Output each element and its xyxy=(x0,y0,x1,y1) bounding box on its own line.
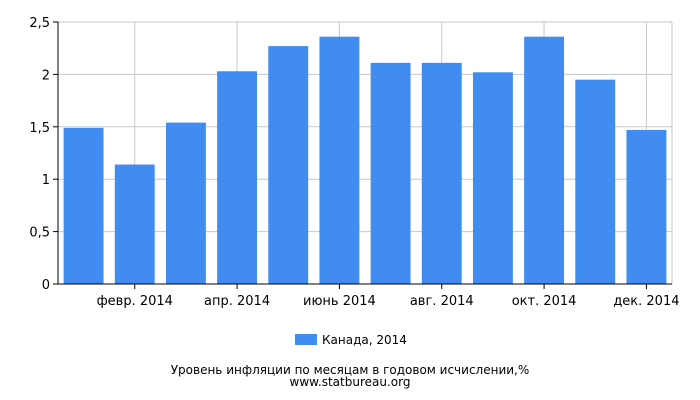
bar xyxy=(319,36,360,285)
bar xyxy=(626,129,667,284)
y-tick-label: 0 xyxy=(42,278,50,293)
bar xyxy=(165,122,206,284)
source-link[interactable]: www.statbureau.org xyxy=(290,375,411,389)
bar xyxy=(370,62,411,284)
bar xyxy=(575,79,616,284)
bars-layer xyxy=(63,36,667,285)
bar xyxy=(421,62,462,284)
legend: Канада, 2014 xyxy=(295,333,407,347)
y-tick-labels: 0 0,5 1 1,5 2 2,5 xyxy=(29,16,50,293)
x-tick-label: окт. 2014 xyxy=(512,294,577,309)
bar xyxy=(63,127,104,285)
y-tick-label: 1,5 xyxy=(29,121,50,136)
x-tick-labels: февр. 2014 апр. 2014 июнь 2014 авг. 2014 окт… xyxy=(97,294,680,309)
y-tick-label: 0,5 xyxy=(29,226,50,241)
y-tick-label: 1 xyxy=(42,173,50,188)
bar xyxy=(217,71,258,284)
legend-swatch xyxy=(295,334,317,345)
x-tick-label: апр. 2014 xyxy=(204,294,270,309)
bar xyxy=(114,164,155,284)
x-tick-label: июнь 2014 xyxy=(303,294,376,309)
x-tick-label: февр. 2014 xyxy=(97,294,173,309)
chart-title: Уровень инфляции по месяцам в годовом ис… xyxy=(171,363,530,377)
y-tick-label: 2 xyxy=(42,68,50,83)
x-tick-label: авг. 2014 xyxy=(410,294,474,309)
legend-label: Канада, 2014 xyxy=(322,333,407,347)
axis-layer xyxy=(53,21,672,289)
grid-layer xyxy=(58,21,673,284)
bar xyxy=(268,46,309,284)
y-tick-label: 2,5 xyxy=(29,16,50,31)
x-tick-label: дек. 2014 xyxy=(613,294,679,309)
bar xyxy=(472,72,513,284)
bar xyxy=(524,36,565,285)
